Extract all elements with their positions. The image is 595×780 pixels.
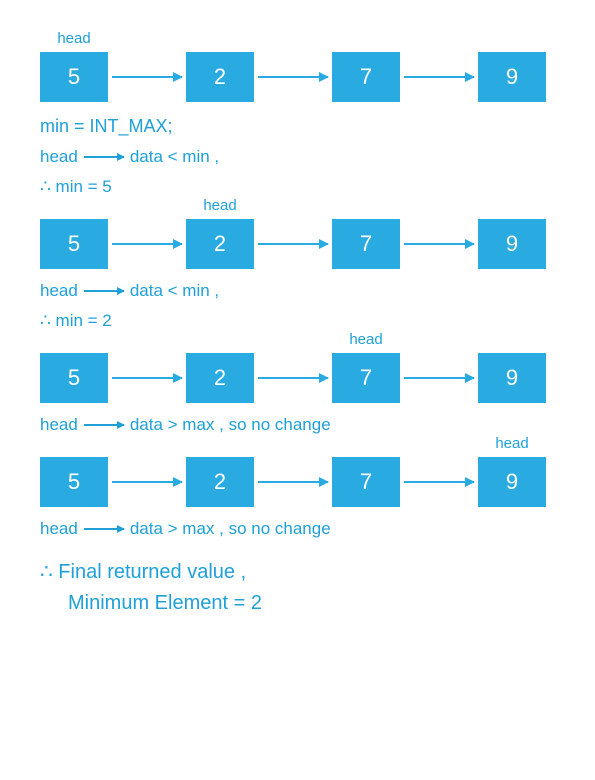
arrow-icon bbox=[112, 481, 182, 483]
comparison-right: data < min , bbox=[130, 147, 219, 167]
comparison-left: head bbox=[40, 415, 78, 435]
therefore-line: ∴ min = 5 bbox=[40, 177, 555, 197]
list-node: 2 bbox=[186, 353, 254, 403]
arrow-icon bbox=[404, 76, 474, 78]
linked-list: 5 2 7 9head bbox=[40, 457, 555, 507]
list-node: 7 bbox=[332, 219, 400, 269]
init-line: min = INT_MAX; bbox=[40, 116, 555, 137]
comparison-right: data > max , so no change bbox=[130, 519, 331, 539]
comparison-line: head data > max , so no change bbox=[40, 415, 555, 435]
list-node: 9 bbox=[478, 219, 546, 269]
arrow-icon bbox=[258, 76, 328, 78]
arrow-icon bbox=[404, 377, 474, 379]
arrow-icon bbox=[404, 481, 474, 483]
final-line-2: Minimum Element = 2 bbox=[68, 592, 555, 615]
arrow-icon bbox=[258, 481, 328, 483]
linked-list: 5 2 7head 9 bbox=[40, 353, 555, 403]
list-node: 9 bbox=[478, 353, 546, 403]
comparison-right: data > max , so no change bbox=[130, 415, 331, 435]
comparison-left: head bbox=[40, 147, 78, 167]
therefore-line: ∴ min = 2 bbox=[40, 311, 555, 331]
list-node: 7head bbox=[332, 353, 400, 403]
comparison-line: head data > max , so no change bbox=[40, 519, 555, 539]
list-node: 7 bbox=[332, 457, 400, 507]
arrow-icon bbox=[84, 424, 124, 426]
comparison-left: head bbox=[40, 281, 78, 301]
list-node: 9 bbox=[478, 52, 546, 102]
arrow-icon bbox=[84, 528, 124, 530]
list-node: 2 bbox=[186, 457, 254, 507]
comparison-line: head data < min , bbox=[40, 281, 555, 301]
final-line-1: ∴ Final returned value , bbox=[40, 559, 555, 584]
list-node: 9head bbox=[478, 457, 546, 507]
arrow-icon bbox=[112, 243, 182, 245]
head-label: head bbox=[40, 30, 108, 47]
linked-list: 5head 2 7 9 bbox=[40, 52, 555, 102]
head-label: head bbox=[186, 197, 254, 214]
arrow-icon bbox=[258, 243, 328, 245]
comparison-left: head bbox=[40, 519, 78, 539]
list-node: 7 bbox=[332, 52, 400, 102]
list-node: 5 bbox=[40, 219, 108, 269]
list-node: 2head bbox=[186, 219, 254, 269]
comparison-right: data < min , bbox=[130, 281, 219, 301]
comparison-line: head data < min , bbox=[40, 147, 555, 167]
arrow-icon bbox=[112, 76, 182, 78]
list-node: 5 bbox=[40, 457, 108, 507]
list-node: 5 bbox=[40, 353, 108, 403]
linked-list: 5 2head 7 9 bbox=[40, 219, 555, 269]
arrow-icon bbox=[258, 377, 328, 379]
head-label: head bbox=[332, 331, 400, 348]
list-node: 5head bbox=[40, 52, 108, 102]
arrow-icon bbox=[112, 377, 182, 379]
head-label: head bbox=[478, 435, 546, 452]
final-block: ∴ Final returned value , Minimum Element … bbox=[40, 559, 555, 615]
arrow-icon bbox=[404, 243, 474, 245]
list-node: 2 bbox=[186, 52, 254, 102]
arrow-icon bbox=[84, 156, 124, 158]
arrow-icon bbox=[84, 290, 124, 292]
